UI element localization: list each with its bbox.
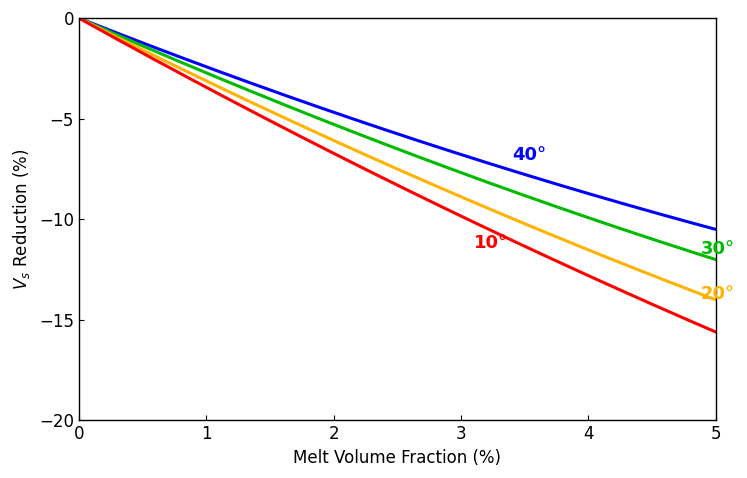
Text: 20°: 20° [701,285,734,303]
Y-axis label: $V_s$ Reduction (%): $V_s$ Reduction (%) [11,149,32,290]
Text: 40°: 40° [512,146,546,164]
Text: 10°: 10° [474,234,508,252]
Text: 30°: 30° [701,240,734,259]
X-axis label: Melt Volume Fraction (%): Melt Volume Fraction (%) [294,449,501,467]
